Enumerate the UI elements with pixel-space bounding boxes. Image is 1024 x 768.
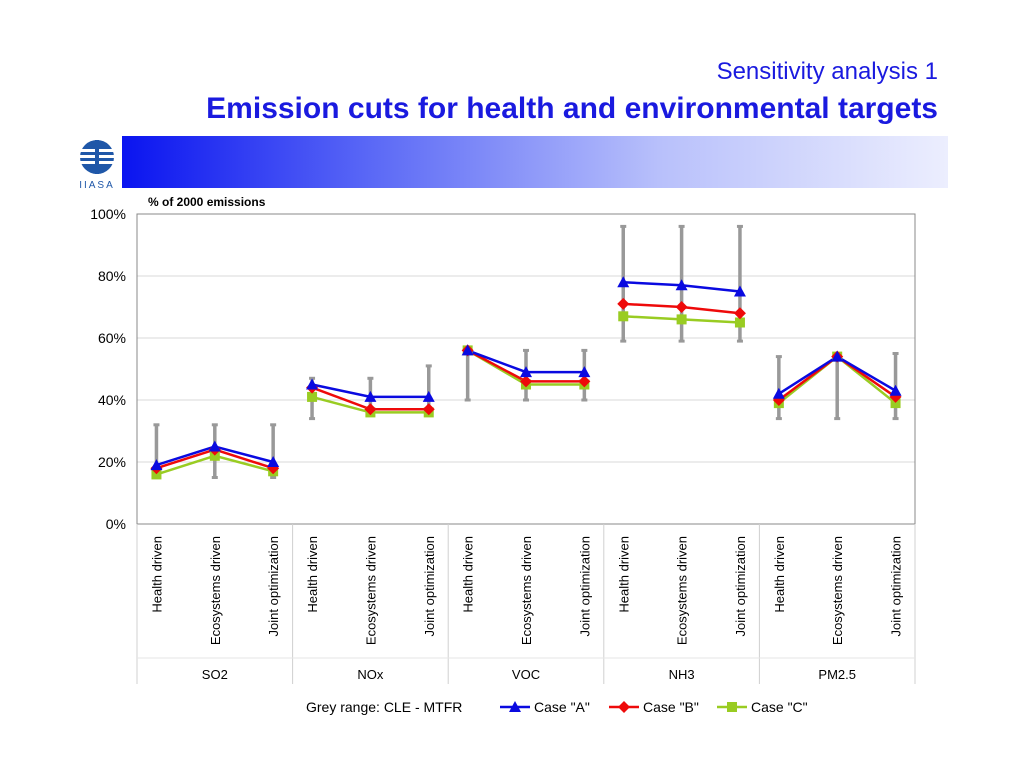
data-point-triangle — [150, 459, 163, 471]
data-point-triangle — [578, 366, 591, 378]
data-point-diamond — [578, 375, 591, 388]
x-tick-label: Health driven — [461, 536, 476, 613]
x-tick-label: Joint optimization — [266, 536, 281, 636]
data-point-square — [676, 314, 687, 325]
data-point-square — [307, 391, 318, 402]
data-point-triangle — [889, 384, 902, 396]
data-point-triangle — [267, 456, 280, 467]
logo-text: IIASA — [79, 180, 115, 190]
x-tick-label: Health driven — [772, 536, 787, 613]
data-point-triangle — [422, 390, 435, 402]
data-point-triangle — [831, 350, 844, 362]
y-tick-label: 100% — [90, 206, 126, 222]
data-point-diamond — [733, 307, 746, 320]
data-point-diamond — [617, 297, 630, 310]
legend-marker — [727, 702, 737, 712]
x-tick-label: Ecosystems driven — [519, 536, 534, 645]
x-tick-label: Joint optimization — [733, 536, 748, 636]
y-tick-label: 0% — [106, 516, 126, 532]
y-tick-label: 60% — [98, 330, 126, 346]
data-point-diamond — [675, 301, 688, 313]
x-group-label: VOC — [512, 667, 540, 682]
data-point-diamond — [422, 403, 435, 416]
y-tick-label: 80% — [98, 268, 126, 284]
legend-marker — [509, 701, 521, 712]
plot-area — [136, 213, 916, 525]
data-point-triangle — [306, 378, 319, 390]
x-tick-label: Ecosystems driven — [363, 536, 378, 645]
data-point-triangle — [617, 276, 630, 288]
x-tick-label: Ecosystems driven — [208, 536, 223, 645]
x-tick-label: Health driven — [305, 536, 320, 613]
legend-label: Case "B" — [643, 699, 699, 715]
iiasa-logo: IIASA — [74, 136, 120, 190]
x-tick-label: Health driven — [616, 536, 631, 613]
slide-subtitle: Sensitivity analysis 1 — [716, 58, 938, 85]
legend-label: Case "C" — [751, 699, 808, 715]
x-group-label: NH3 — [669, 667, 695, 682]
data-point-triangle — [461, 344, 474, 356]
data-point-square — [734, 317, 745, 328]
x-tick-label: Joint optimization — [577, 536, 592, 636]
data-point-diamond — [520, 375, 532, 388]
x-tick-label: Health driven — [149, 536, 164, 613]
slide-title: Emission cuts for health and environment… — [206, 92, 938, 125]
data-point-square — [151, 469, 162, 480]
chart-title: % of 2000 emissions — [148, 195, 266, 209]
data-point-triangle — [208, 440, 221, 452]
legend-range-label: Grey range: CLE - MTFR — [306, 699, 462, 715]
y-tick-label: 40% — [98, 392, 126, 408]
x-group-label: SO2 — [202, 667, 228, 682]
x-group-label: PM2.5 — [818, 667, 856, 682]
data-point-diamond — [364, 403, 377, 416]
data-point-triangle — [733, 285, 746, 297]
data-point-square — [890, 398, 901, 409]
x-tick-label: Ecosystems driven — [675, 536, 690, 645]
data-point-triangle — [675, 279, 688, 291]
y-tick-label: 20% — [98, 454, 126, 470]
x-tick-label: Ecosystems driven — [830, 536, 845, 645]
data-point-square — [618, 311, 629, 322]
x-tick-label: Joint optimization — [422, 536, 437, 636]
data-point-triangle — [772, 387, 785, 399]
x-tick-label: Joint optimization — [889, 536, 904, 636]
legend-marker — [618, 701, 630, 713]
x-group-label: NOx — [357, 667, 384, 682]
data-point-triangle — [520, 366, 532, 378]
data-point-square — [209, 450, 220, 461]
header-banner — [122, 136, 948, 188]
data-point-triangle — [364, 390, 377, 402]
legend-label: Case "A" — [534, 699, 590, 715]
